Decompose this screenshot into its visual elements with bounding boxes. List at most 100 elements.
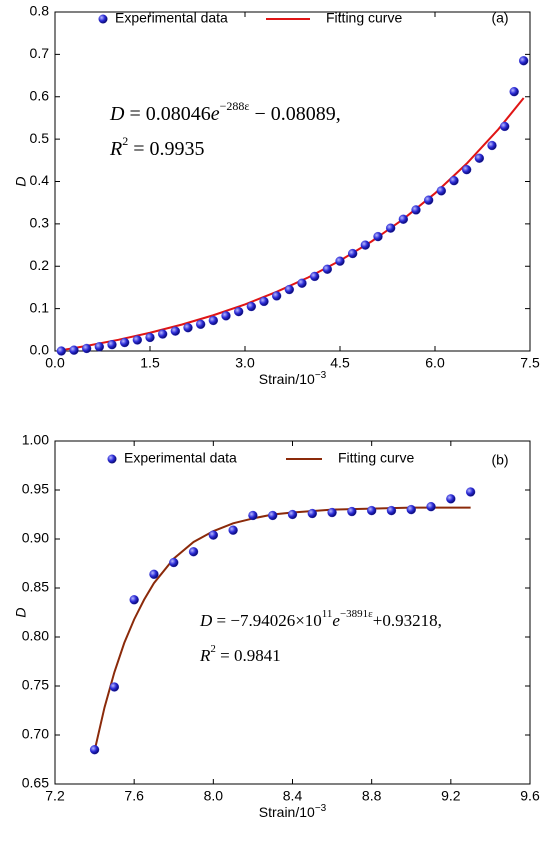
x-tick-label: 0.0 — [45, 355, 65, 371]
equation-part: −288ε — [220, 99, 250, 113]
data-point — [158, 329, 168, 339]
data-point — [449, 176, 459, 186]
equation-part: D — [109, 103, 125, 125]
data-point — [307, 508, 317, 519]
data-point — [188, 547, 199, 557]
y-tick-label: 0.4 — [30, 172, 50, 188]
data-point — [208, 315, 218, 326]
equation-part: 11 — [322, 608, 333, 620]
fit-line — [61, 97, 525, 352]
data-point — [107, 339, 117, 350]
equation: D = −7.94026×1011e−3891ε+0.93218, — [199, 608, 442, 630]
data-point — [132, 335, 142, 345]
data-point — [234, 306, 244, 317]
x-tick-label: 7.2 — [45, 788, 65, 804]
data-point — [367, 505, 377, 516]
data-point — [446, 494, 456, 504]
data-point — [221, 311, 231, 321]
data-point — [120, 337, 130, 348]
r-squared-part: = 0.9841 — [216, 646, 281, 665]
x-tick-label: 6.0 — [425, 355, 445, 371]
equation-part: = 0.08046 — [124, 103, 210, 125]
y-tick-label: 0.1 — [30, 299, 50, 315]
equation-part: −3891ε — [340, 608, 373, 620]
x-tick-label: 1.5 — [140, 355, 160, 371]
data-point — [268, 510, 278, 521]
y-tick-label: 0.80 — [22, 628, 49, 644]
r-squared: R2 = 0.9841 — [199, 643, 281, 665]
y-tick-label: 0.5 — [30, 130, 50, 146]
data-point — [69, 345, 79, 355]
data-point — [347, 506, 357, 517]
y-tick-label: 0.95 — [22, 481, 49, 497]
equation-part: − 0.08089, — [249, 103, 340, 125]
x-tick-label: 7.5 — [520, 355, 540, 371]
x-axis-label-text: Strain/10 — [259, 804, 315, 820]
data-point — [129, 595, 139, 605]
equation-part: D — [199, 611, 213, 630]
data-point — [149, 569, 159, 579]
data-point — [56, 346, 66, 356]
data-point — [335, 256, 345, 266]
data-point — [109, 682, 120, 692]
plot-frame — [54, 11, 531, 352]
y-tick-label: 0.8 — [30, 3, 50, 19]
y-tick-label: 0.2 — [30, 257, 50, 273]
data-point — [348, 248, 358, 259]
equation: D = 0.08046e−288ε − 0.08089, — [109, 99, 341, 125]
x-axis-label-text: Strain/10 — [259, 371, 315, 387]
data-point — [406, 504, 416, 515]
data-point — [228, 525, 238, 535]
equation-part: +0.93218, — [373, 611, 442, 630]
data-point — [487, 140, 497, 151]
data-point — [500, 121, 510, 132]
data-point — [462, 164, 472, 175]
legend-label: Experimental data — [115, 10, 228, 26]
data-point — [373, 231, 383, 242]
data-point — [386, 505, 397, 516]
y-tick-label: 0.65 — [22, 775, 49, 791]
y-tick-label: 0.3 — [30, 215, 50, 231]
data-point — [169, 557, 179, 568]
data-point — [248, 510, 258, 521]
data-point — [386, 223, 396, 233]
y-tick-label: 0.6 — [30, 87, 50, 103]
y-tick-label: 0.90 — [22, 530, 49, 546]
data-point — [465, 487, 476, 497]
data-point — [170, 326, 180, 336]
data-point — [208, 530, 218, 540]
y-tick-label: 0.70 — [22, 726, 49, 742]
y-tick-label: 0.75 — [22, 677, 49, 693]
data-point — [82, 343, 92, 354]
data-point — [509, 87, 519, 97]
data-point — [94, 342, 104, 352]
legend-marker — [107, 454, 117, 464]
data-point — [183, 323, 193, 333]
data-point — [424, 195, 434, 205]
legend-marker — [98, 14, 108, 24]
r-squared-part: 2 — [210, 643, 216, 655]
data-point — [297, 278, 307, 288]
y-tick-label: 1.00 — [22, 432, 49, 448]
data-point — [284, 284, 294, 295]
equation-part: e — [332, 611, 340, 630]
fit-line — [93, 506, 471, 751]
y-tick-label: 0.0 — [30, 342, 50, 358]
data-point — [474, 153, 484, 163]
y-axis-label: D — [13, 607, 29, 617]
data-point — [327, 507, 337, 518]
r-squared-part: 2 — [122, 134, 128, 148]
legend-label: Fitting curve — [326, 10, 402, 26]
data-point — [426, 502, 436, 512]
x-tick-label: 9.2 — [441, 788, 461, 804]
data-point — [287, 509, 298, 520]
x-axis-label-sup: −3 — [315, 370, 327, 381]
data-point — [398, 214, 408, 224]
r-squared-part: = 0.9935 — [128, 138, 204, 160]
data-point — [145, 332, 155, 343]
r-squared: R2 = 0.9935 — [109, 134, 205, 160]
data-point — [436, 186, 446, 196]
data-point — [272, 291, 282, 301]
data-point — [519, 56, 529, 66]
y-tick-label: 0.85 — [22, 579, 49, 595]
